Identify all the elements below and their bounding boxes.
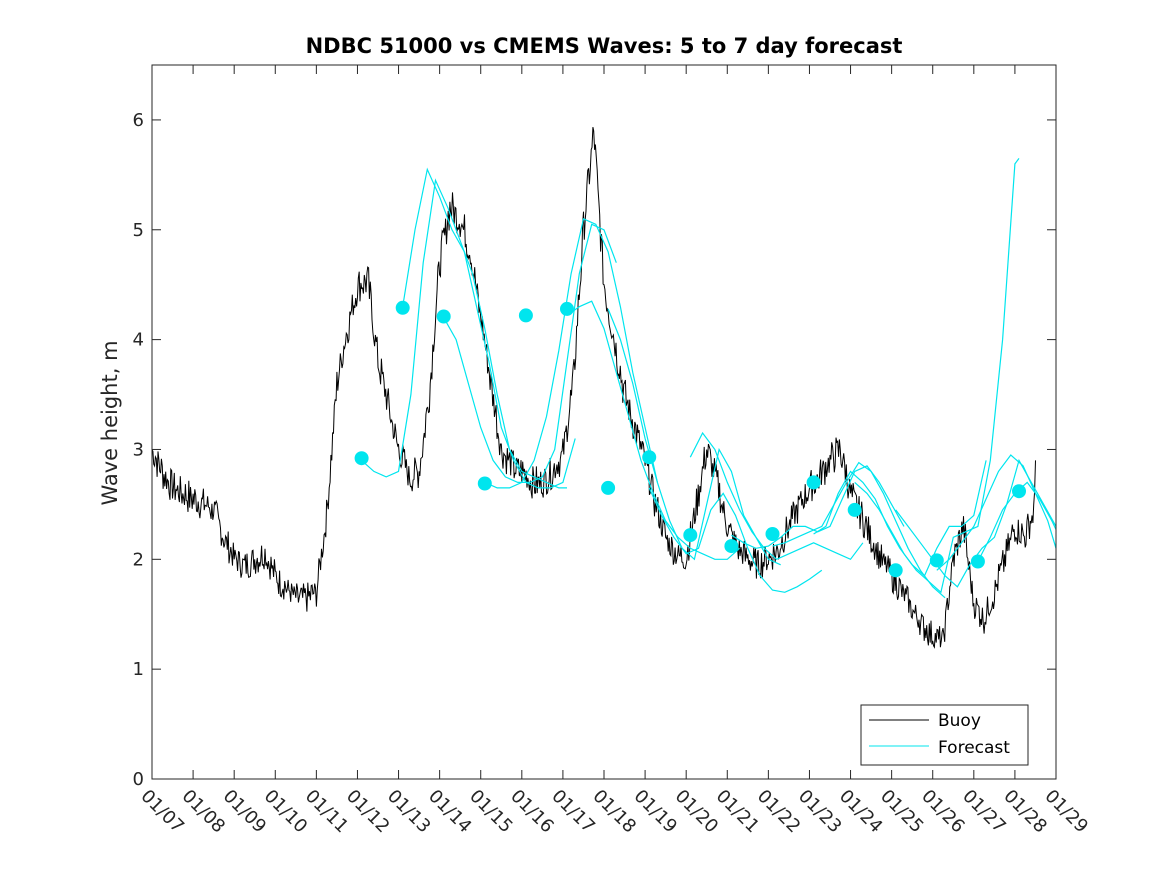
x-tick-label: 01/14 (424, 786, 476, 838)
y-tick-label: 2 (133, 549, 144, 570)
forecast-start-marker (724, 539, 739, 554)
x-tick-label: 01/17 (547, 786, 599, 838)
forecast-start-marker (518, 308, 533, 323)
forecast-run-line-4 (484, 217, 658, 489)
forecast-start-marker (1012, 484, 1026, 499)
forecast-start-marker (765, 527, 780, 541)
forecast-run-line-7 (648, 487, 823, 593)
legend-buoy-label: Buoy (938, 711, 981, 731)
forecast-run-line-1 (361, 178, 567, 489)
y-axis-label: Wave height, m (98, 340, 122, 505)
forecast-start-marker (477, 476, 492, 491)
x-tick-label: 01/20 (671, 786, 723, 838)
forecast-run-line-12 (854, 158, 1020, 594)
series-layer (151, 126, 1057, 649)
x-tick-label: 01/15 (465, 786, 517, 838)
chart-title: NDBC 51000 vs CMEMS Waves: 5 to 7 day fo… (306, 34, 903, 58)
x-tick-label: 01/22 (753, 786, 805, 838)
y-tick-label: 5 (133, 220, 144, 241)
x-tick-label: 01/09 (219, 786, 271, 838)
x-tick-label: 01/24 (835, 786, 887, 838)
x-tick-label: 01/29 (1040, 786, 1092, 838)
forecast-start-marker (560, 301, 574, 316)
x-tick-label: 01/21 (712, 786, 764, 838)
x-tick-label: 01/25 (876, 786, 928, 838)
legend-box (860, 704, 1029, 766)
forecast-start-marker (642, 450, 657, 465)
forecast-start-marker (847, 502, 862, 517)
y-tick-label: 4 (133, 330, 144, 351)
x-tick-label: 01/27 (958, 786, 1010, 838)
forecast-run-line-3 (443, 223, 617, 483)
y-tick-label: 1 (133, 659, 144, 680)
forecast-run-line-14 (936, 454, 1057, 571)
y-tick-label: 0 (133, 769, 144, 790)
forecast-start-marker (436, 309, 451, 324)
x-tick-label: 01/23 (794, 786, 846, 838)
forecast-start-marker (888, 563, 903, 578)
x-tick-label: 01/08 (178, 786, 230, 838)
marker-layer (354, 300, 1026, 578)
x-tick-label: 01/13 (383, 786, 435, 838)
x-tick-label: 01/28 (999, 786, 1051, 838)
forecast-start-marker (929, 553, 944, 568)
x-tick-label: 01/16 (506, 786, 558, 838)
legend-forecast-label: Forecast (938, 738, 1010, 758)
y-ticks: 0 1 2 3 4 5 6 (133, 110, 1056, 790)
forecast-run-line-2 (402, 167, 576, 489)
forecast-start-marker (601, 480, 616, 495)
x-tick-label: 01/11 (301, 786, 353, 838)
forecast-run-line-8 (689, 431, 864, 561)
x-tick-label: 01/19 (630, 786, 682, 838)
forecast-start-marker (806, 475, 821, 490)
forecast-run-line-6 (607, 308, 781, 566)
series-buoy-line (151, 126, 1036, 649)
forecast-start-marker (970, 554, 985, 569)
x-tick-label: 01/26 (917, 786, 969, 838)
forecast-run-line-11 (813, 460, 987, 577)
legend: Buoy Forecast (860, 704, 1029, 766)
forecast-start-marker (395, 300, 410, 315)
x-tick-label: 01/12 (342, 786, 394, 838)
forecast-start-marker (683, 528, 698, 543)
y-tick-label: 6 (133, 110, 144, 131)
x-tick-label: 01/18 (588, 786, 640, 838)
forecast-start-marker (354, 451, 369, 466)
forecast-run-line-10 (772, 461, 946, 599)
x-tick-label: 01/10 (260, 786, 312, 838)
y-tick-label: 3 (133, 439, 144, 460)
forecast-run-line-5 (566, 300, 740, 560)
x-tick-label: 01/07 (136, 786, 188, 838)
